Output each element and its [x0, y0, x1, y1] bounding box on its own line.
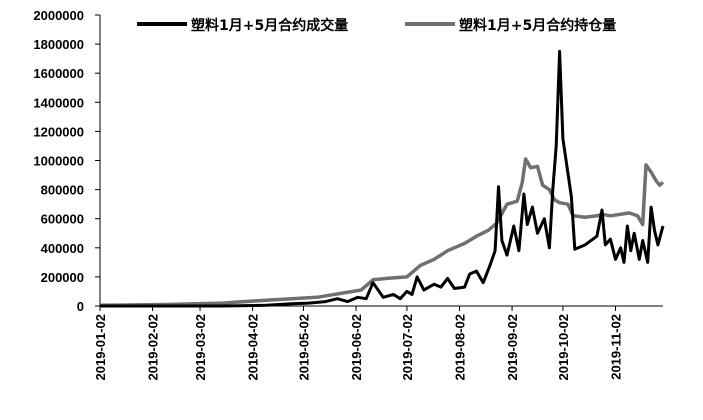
legend-label-0: 塑料1月+5月合约成交量: [191, 17, 348, 34]
y-tick-label: 600000: [41, 212, 84, 227]
y-tick-label: 2000000: [33, 8, 84, 23]
x-tick-label: 2019-09-02: [505, 314, 520, 381]
x-tick-label: 2019-01-02: [93, 314, 108, 381]
y-tick-label: 1400000: [33, 95, 84, 110]
y-axis: 0 200000 400000 600000 800000 1000000 1200000 1…: [33, 8, 101, 314]
x-tick-label: 2019-05-02: [296, 314, 311, 381]
y-tick-label: 800000: [41, 183, 84, 198]
x-axis: 2019-01-02 2019-02-02 2019-03-02 2019-04-02…: [93, 305, 663, 381]
x-tick-label: 2019-08-02: [453, 314, 468, 381]
x-tick-label: 2019-04-02: [246, 314, 261, 381]
legend: 塑料1月+5月合约成交量 塑料1月+5月合约持仓量: [137, 17, 616, 34]
series-layer: [99, 49, 665, 308]
y-tick-label: 1000000: [33, 154, 84, 169]
y-tick-label: 200000: [41, 270, 84, 285]
x-tick-label: 2019-03-02: [193, 314, 208, 381]
x-tick-label: 2019-10-02: [556, 314, 571, 381]
y-tick-label: 0: [77, 299, 84, 314]
y-tick-label: 1600000: [33, 66, 84, 81]
legend-label-1: 塑料1月+5月合约持仓量: [459, 17, 616, 34]
series-line-0: [100, 49, 665, 308]
x-tick-label: 2019-07-02: [400, 314, 415, 381]
x-tick-label: 2019-02-02: [146, 314, 161, 381]
y-tick-label: 400000: [41, 241, 84, 256]
x-tick-label: 2019-06-02: [349, 314, 364, 381]
x-tick-label: 2019-11-02: [609, 314, 624, 380]
y-tick-label: 1200000: [33, 124, 84, 139]
series-line-1: [99, 157, 665, 308]
y-tick-label: 1800000: [33, 37, 84, 52]
